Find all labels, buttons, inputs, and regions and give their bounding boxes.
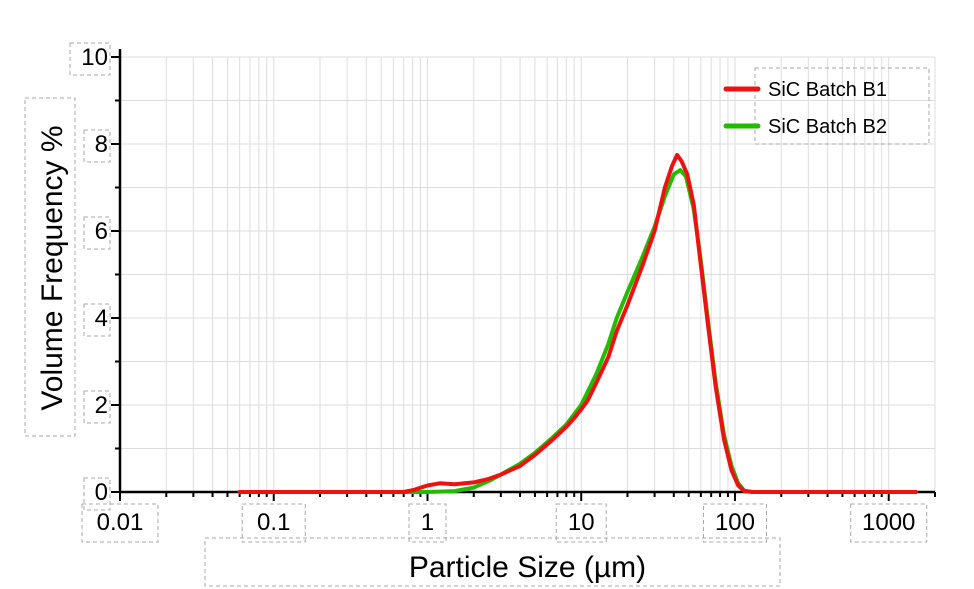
y-tick-label: 0: [95, 479, 108, 506]
y-axis-title-box: [24, 97, 76, 437]
y-tick-label-box: [83, 129, 111, 163]
x-axis-title: Particle Size (µm): [409, 551, 646, 584]
series-line-sic-batch-b1: [237, 152, 918, 494]
y-tick-label: 4: [95, 305, 108, 332]
legend-label-sic-batch-b2: SiC Batch B2: [768, 116, 887, 138]
x-tick-label-box: [850, 503, 928, 543]
legend-box: [754, 67, 930, 145]
x-tick-label: 100: [715, 509, 755, 536]
y-axis-title: Volume Frequency %: [36, 125, 69, 410]
ticks: 0.01 0.1 1 10 100 1000 0 2 4 6 8 10: [81, 44, 936, 536]
x-tick-label: 1000: [862, 509, 915, 536]
x-tick-label: 10: [568, 509, 595, 536]
x-tick-label-box: [408, 503, 447, 543]
x-axis-title-box: [204, 537, 781, 587]
series-line-sic-batch-b2: [237, 168, 918, 494]
legend-label-sic-batch-b1: SiC Batch B1: [768, 79, 887, 101]
y-tick-label-box: [69, 42, 111, 76]
y-tick-label-box: [83, 477, 111, 511]
x-tick-label: 0.1: [257, 509, 290, 536]
grid: [119, 56, 936, 492]
y-tick-label: 2: [95, 392, 108, 419]
y-tick-label: 10: [81, 44, 108, 71]
x-tick-label: 1: [421, 509, 434, 536]
y-tick-label: 6: [95, 218, 108, 245]
x-tick-label-box: [241, 503, 306, 543]
y-tick-label-box: [83, 216, 111, 250]
x-tick-label-box: [702, 503, 767, 543]
x-tick-label-box: [555, 503, 607, 543]
y-tick-label: 8: [95, 131, 108, 158]
legend: SiC Batch B1 SiC Batch B2: [723, 67, 930, 145]
y-tick-label-box: [83, 390, 111, 424]
series: [237, 152, 918, 494]
x-tick-label: 0.01: [97, 509, 144, 536]
y-tick-label-box: [83, 303, 111, 337]
x-tick-label-box: [81, 503, 159, 543]
label-boxes: [24, 42, 928, 587]
